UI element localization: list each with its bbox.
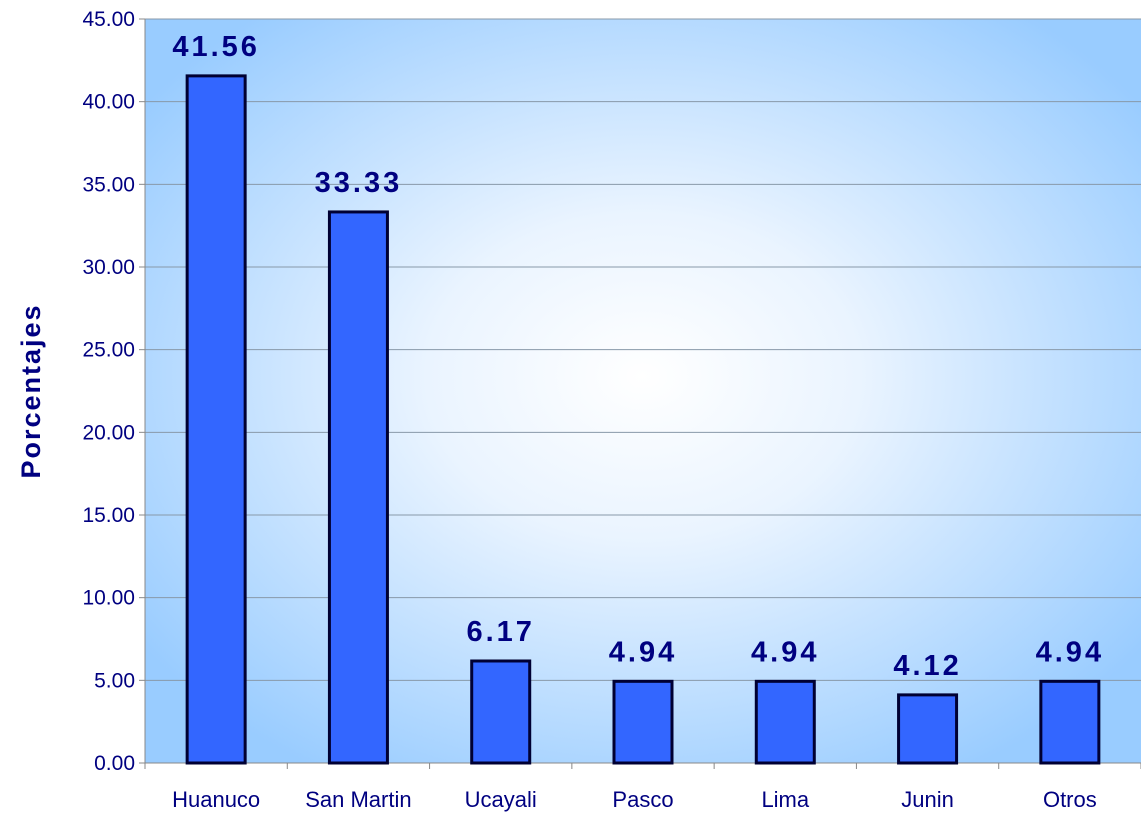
y-axis-label: Porcentajes — [16, 303, 46, 478]
bar-huanuco — [185, 74, 247, 765]
bar-junin — [897, 693, 959, 765]
y-tick-label: 10.00 — [82, 587, 135, 610]
data-label: 4.94 — [751, 636, 819, 668]
y-tick-label: 20.00 — [82, 421, 135, 444]
y-tick-label: 40.00 — [82, 91, 135, 114]
y-tick-label: 5.00 — [94, 669, 135, 692]
bars — [185, 74, 1101, 765]
data-label: 4.12 — [893, 650, 961, 682]
data-label: 33.33 — [315, 167, 403, 199]
y-tick-label: 45.00 — [82, 8, 135, 31]
x-tick-label: Otros — [1043, 787, 1097, 812]
y-tick-label: 25.00 — [82, 339, 135, 362]
y-tick-label: 0.00 — [94, 752, 135, 775]
bar-pasco — [612, 679, 674, 765]
x-tick-label: Junin — [901, 787, 954, 812]
x-tick-label: San Martin — [305, 787, 411, 812]
x-tick-label: Ucayali — [465, 787, 537, 812]
bar-san-martin — [327, 210, 389, 765]
x-tick-label: Huanuco — [172, 787, 260, 812]
gridlines — [145, 18, 1141, 681]
data-label: 4.94 — [609, 636, 677, 668]
y-tick-label: 30.00 — [82, 256, 135, 279]
bar-ucayali — [470, 659, 532, 765]
bar-lima — [754, 679, 816, 765]
y-tick-labels: 0.00 5.00 10.00 15.00 20.00 25.00 30.00 35.00 40… — [82, 8, 135, 775]
data-labels: 41.56 33.33 6.17 4.94 4.94 4.12 4.94 — [172, 31, 1104, 682]
y-tick-label: 15.00 — [82, 504, 135, 527]
y-tick-label: 35.00 — [82, 173, 135, 196]
data-label: 41.56 — [172, 31, 260, 63]
bar-otros — [1039, 679, 1101, 765]
x-tick-label: Pasco — [612, 787, 673, 812]
plot-area — [145, 19, 1141, 763]
data-label: 6.17 — [466, 616, 534, 648]
x-tick-label: Lima — [761, 787, 809, 812]
x-tick-labels: Huanuco San Martin Ucayali Pasco Lima Junin Ot… — [172, 787, 1097, 812]
data-label: 4.94 — [1036, 636, 1104, 668]
